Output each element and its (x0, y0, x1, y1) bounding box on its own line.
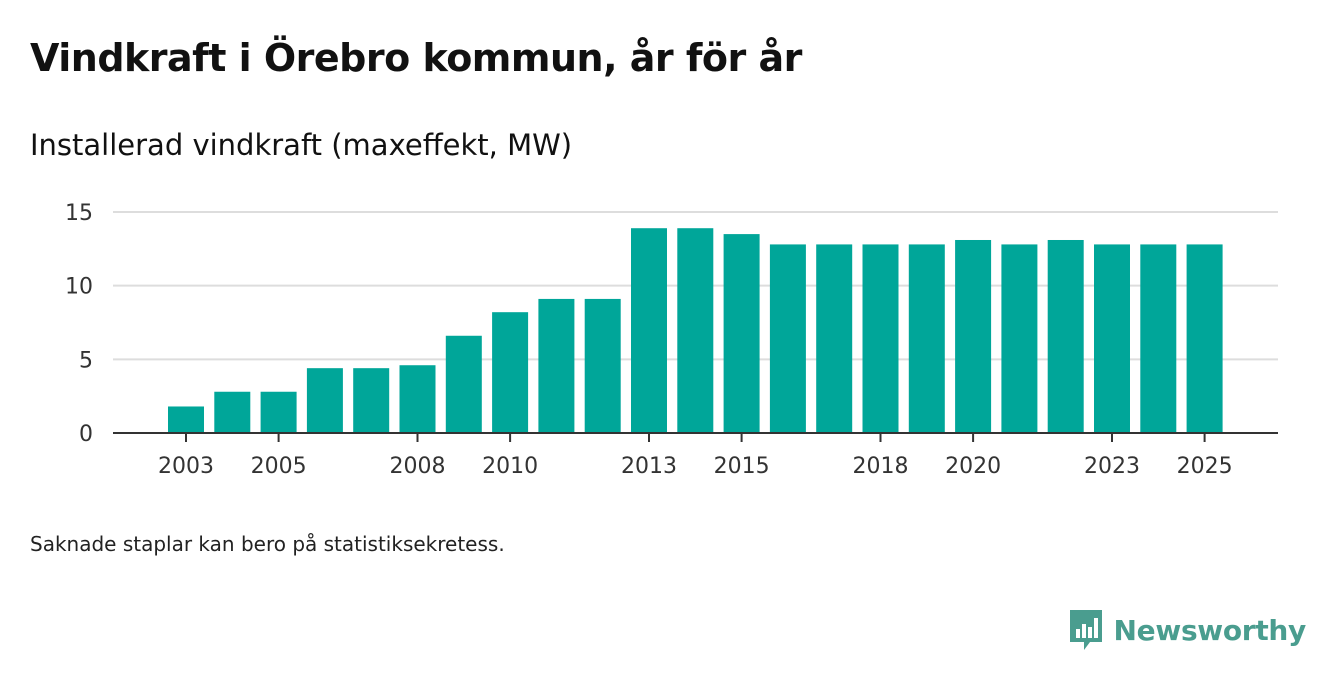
x-tick-label: 2008 (390, 454, 446, 479)
x-tick-label: 2005 (251, 454, 307, 479)
bar-2013[interactable] (631, 228, 667, 433)
bar-2005[interactable] (260, 391, 297, 433)
y-tick-label: 0 (79, 422, 93, 447)
chart-subtitle: Installerad vindkraft (maxeffekt, MW) (30, 128, 573, 162)
x-tick-label: 2023 (1084, 454, 1140, 479)
bar-2019[interactable] (908, 244, 945, 433)
footnote: Saknade staplar kan bero på statistiksek… (30, 532, 505, 556)
bar-2006[interactable] (306, 368, 343, 433)
bar-2007[interactable] (353, 368, 390, 433)
bar-2023[interactable] (1094, 244, 1130, 433)
y-tick-label: 15 (65, 201, 93, 226)
x-tick-label: 2025 (1177, 454, 1233, 479)
bar-2015[interactable] (723, 234, 760, 433)
bar-2017[interactable] (816, 244, 853, 433)
chart-title: Vindkraft i Örebro kommun, år för år (30, 36, 802, 80)
y-tick-label: 5 (79, 348, 93, 373)
bar-2020[interactable] (955, 239, 992, 433)
x-tick-label: 2013 (621, 454, 677, 479)
axes: 0 5 10 15 2003 2005 2008 2010 2013 2015 2018 2020 20… (65, 201, 1278, 479)
newsworthy-icon (1069, 610, 1102, 650)
brand-name: Newsworthy (1113, 613, 1307, 647)
bar-2022[interactable] (1047, 239, 1084, 433)
bar-2016[interactable] (769, 244, 806, 433)
bar-2010[interactable] (492, 312, 529, 433)
x-tick-label: 2018 (853, 454, 909, 479)
bar-2009[interactable] (445, 335, 482, 433)
x-tick-label: 2020 (945, 454, 1001, 479)
bar-2018[interactable] (862, 244, 899, 433)
bar-chart: 0 5 10 15 2003 2005 2008 2010 2013 2015 2018 2020 20… (65, 201, 1278, 479)
x-tick-label: 2003 (158, 454, 214, 479)
bar-2024[interactable] (1140, 244, 1177, 433)
bar-2025[interactable] (1186, 244, 1223, 433)
bars (168, 228, 1223, 433)
y-tick-label: 10 (65, 275, 93, 300)
bar-2004[interactable] (214, 391, 251, 433)
x-tick-label: 2015 (714, 454, 770, 479)
newsworthy-logo[interactable]: Newsworthy (1068, 608, 1306, 652)
bar-2014[interactable] (677, 228, 714, 433)
bar-2008[interactable] (399, 365, 436, 433)
bar-2003[interactable] (168, 406, 204, 433)
bar-2011[interactable] (538, 298, 575, 433)
x-tick-label: 2010 (482, 454, 538, 479)
bar-2021[interactable] (1001, 244, 1038, 433)
bar-2012[interactable] (584, 298, 621, 433)
